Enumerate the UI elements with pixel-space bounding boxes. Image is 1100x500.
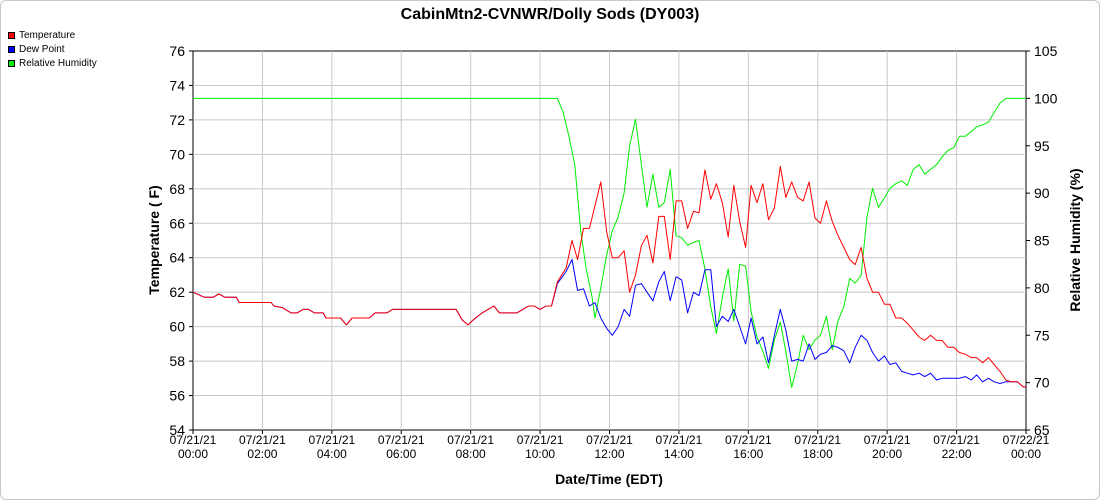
y-right-tick-label: 75 [1034, 327, 1050, 343]
y-right-tick-label: 70 [1034, 375, 1050, 391]
x-tick-label-time: 16:00 [733, 447, 763, 461]
y-left-tick-label: 62 [169, 284, 185, 300]
x-tick-label-time: 14:00 [664, 447, 694, 461]
x-tick-label-time: 00:00 [178, 447, 208, 461]
x-tick-label-time: 04:00 [317, 447, 347, 461]
series-line-temperature [192, 165, 1026, 388]
legend-swatch-temperature [8, 31, 15, 39]
x-tick-label-date: 07/21/21 [170, 433, 217, 447]
x-tick-label-date: 07/21/21 [586, 433, 633, 447]
axis-ticks: 54 56 58 60 62 64 66 68 70 72 74 76 65 70 75 80 85 90 95 10… [169, 43, 1057, 461]
chart-title: CabinMtn2-CVNWR/Dolly Sods (DY003) [401, 6, 700, 23]
legend: Temperature Dew Point Relative Humidity [8, 28, 97, 70]
y-left-tick-label: 56 [169, 388, 185, 404]
y-right-tick-label: 90 [1034, 185, 1050, 201]
y-right-tick-label: 105 [1034, 43, 1058, 59]
legend-swatch-dew-point [8, 45, 15, 53]
y-right-tick-label: 100 [1034, 90, 1058, 106]
series-lines [192, 97, 1026, 388]
x-tick-label-time: 22:00 [942, 447, 972, 461]
x-tick-label-date: 07/21/21 [656, 433, 703, 447]
series-line-relative-humidity [193, 97, 1026, 388]
y-right-tick-label: 95 [1034, 138, 1050, 154]
grid-lines [193, 51, 1026, 430]
y-left-tick-label: 54 [169, 422, 185, 438]
x-tick-label-time: 00:00 [1011, 447, 1041, 461]
x-axis-label: Date/Time (EDT) [555, 471, 663, 487]
x-tick-label-date: 07/21/21 [239, 433, 286, 447]
legend-item-temperature: Temperature [8, 28, 97, 42]
y-axis-right-label: Relative Humidity (%) [1067, 168, 1083, 311]
y-left-tick-label: 72 [169, 112, 185, 128]
x-tick-label-time: 12:00 [594, 447, 624, 461]
legend-label-temperature: Temperature [19, 29, 76, 41]
legend-swatch-relative-humidity [8, 59, 15, 67]
legend-label-dew-point: Dew Point [19, 43, 65, 55]
y-left-tick-label: 58 [169, 353, 185, 369]
legend-label-relative-humidity: Relative Humidity [19, 57, 97, 69]
y-left-tick-label: 76 [169, 43, 185, 59]
y-left-tick-label: 70 [169, 146, 185, 162]
y-left-tick-label: 60 [169, 319, 185, 335]
y-axis-left-label: Temperature ( F) [146, 185, 162, 294]
x-tick-label-time: 08:00 [456, 447, 486, 461]
y-right-tick-label: 80 [1034, 280, 1050, 296]
x-tick-label-time: 02:00 [247, 447, 277, 461]
x-tick-label-date: 07/21/21 [933, 433, 980, 447]
y-left-tick-label: 68 [169, 181, 185, 197]
x-tick-label-date: 07/21/21 [794, 433, 841, 447]
x-tick-label-date: 07/21/21 [725, 433, 772, 447]
legend-item-dew-point: Dew Point [8, 42, 97, 56]
x-tick-label-date: 07/22/21 [1003, 433, 1050, 447]
x-tick-label-date: 07/21/21 [864, 433, 911, 447]
y-left-tick-label: 64 [169, 250, 185, 266]
legend-item-relative-humidity: Relative Humidity [8, 56, 97, 70]
x-tick-label-time: 20:00 [872, 447, 902, 461]
y-right-tick-label: 65 [1034, 422, 1050, 438]
x-tick-label-date: 07/21/21 [308, 433, 355, 447]
y-right-tick-label: 85 [1034, 233, 1050, 249]
y-left-tick-label: 66 [169, 215, 185, 231]
x-tick-label-time: 18:00 [803, 447, 833, 461]
x-tick-label-date: 07/21/21 [447, 433, 494, 447]
x-tick-label-date: 07/21/21 [517, 433, 564, 447]
x-tick-label-time: 06:00 [386, 447, 416, 461]
x-tick-label-date: 07/21/21 [378, 433, 425, 447]
y-left-tick-label: 74 [169, 77, 185, 93]
x-tick-label-time: 10:00 [525, 447, 555, 461]
